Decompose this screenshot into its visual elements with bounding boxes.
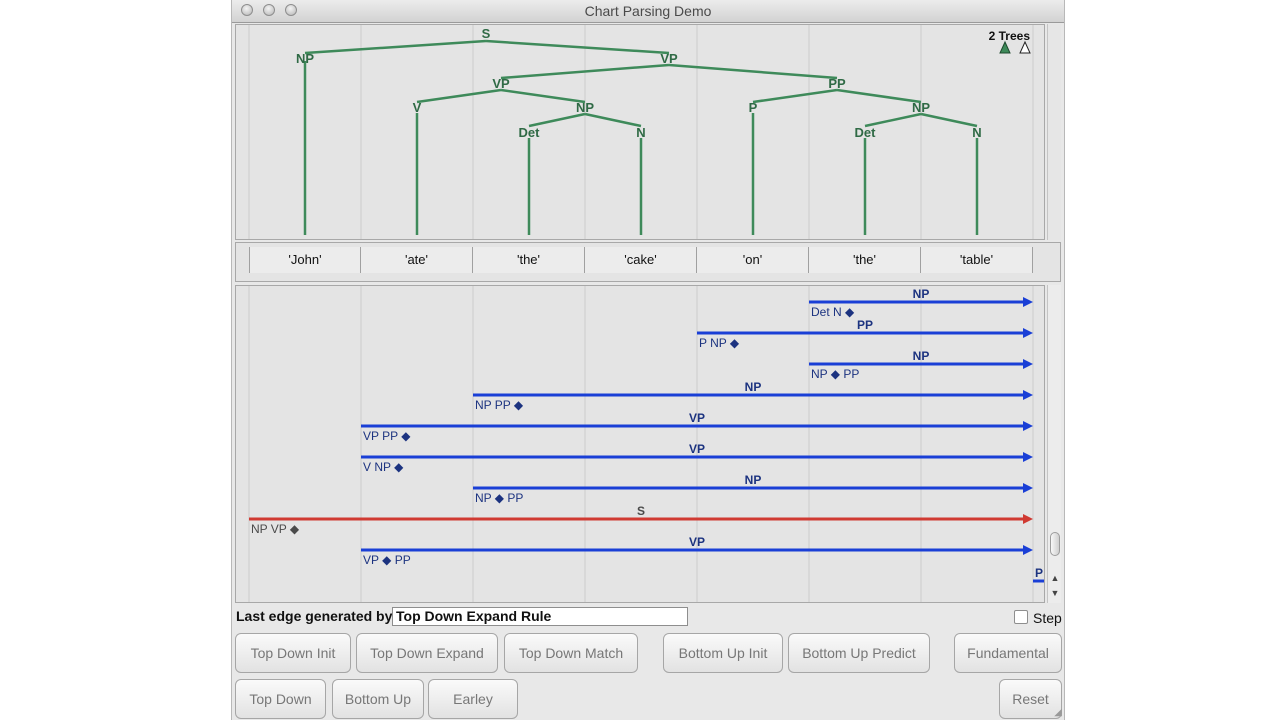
token-row: 'John''ate''the''cake''on''the''table' <box>235 242 1061 282</box>
chart-edge[interactable]: S NP VP ◆ <box>249 504 1033 536</box>
token-cell: 'the' <box>473 247 585 273</box>
edge-label: VP <box>689 411 705 425</box>
tree-count: 2 Trees <box>989 29 1031 43</box>
column-gridlines <box>248 25 1034 239</box>
chart-parsing-window: Chart Parsing Demo <box>231 0 1065 720</box>
chart-edge[interactable]: NP NP ◆ PP <box>473 473 1033 505</box>
edge-arrowhead <box>1023 483 1033 493</box>
tree-node-det[interactable]: Det <box>519 125 541 140</box>
tree-node-n[interactable]: N <box>972 125 981 140</box>
edge-rule: NP PP ◆ <box>475 398 524 412</box>
edge-arrowhead <box>1023 452 1033 462</box>
edge-label: NP <box>745 380 762 394</box>
tree-node-np[interactable]: NP <box>576 100 594 115</box>
chart-edge[interactable]: NP Det N ◆ <box>809 287 1033 319</box>
edge-label: VP <box>689 535 705 549</box>
zoom-window-button[interactable] <box>285 4 297 16</box>
tree-node-det[interactable]: Det <box>855 125 877 140</box>
step-checkbox[interactable] <box>1014 610 1028 624</box>
edge-rule: V NP ◆ <box>363 460 404 474</box>
edge-arrowhead <box>1023 545 1033 555</box>
step-label: Step <box>1033 610 1062 626</box>
edge-rule: NP VP ◆ <box>251 522 300 536</box>
token-cell: 'ate' <box>361 247 473 273</box>
chart-view-panel: NP Det N ◆ PP P NP ◆ NP NP ◆ PP NP NP PP ◆ VP VP … <box>235 285 1045 603</box>
last-edge-field[interactable]: Top Down Expand Rule <box>392 607 688 626</box>
tree-node-n[interactable]: N <box>636 125 645 140</box>
token-cell: 'table' <box>921 247 1033 273</box>
tree-node-vp[interactable]: VP <box>660 51 678 66</box>
chart-edge[interactable]: VP VP ◆ PP <box>361 535 1033 567</box>
window-title: Chart Parsing Demo <box>584 3 712 19</box>
edge-rule: NP ◆ PP <box>811 367 859 381</box>
tree-node-np[interactable]: NP <box>912 100 930 115</box>
tree-node-s[interactable]: S <box>482 26 491 41</box>
chart-view-scrollbar[interactable]: ▲ ▼ <box>1047 285 1061 603</box>
token-cell: 'the' <box>809 247 921 273</box>
title-bar[interactable]: Chart Parsing Demo <box>232 0 1064 23</box>
bottom-up-predict-button[interactable]: Bottom Up Predict <box>788 633 930 673</box>
tree-node-p[interactable]: P <box>749 100 758 115</box>
chart-edge[interactable]: VP VP PP ◆ <box>361 411 1033 443</box>
token-cell: 'John' <box>249 247 361 273</box>
fundamental-button[interactable]: Fundamental <box>954 633 1062 673</box>
edge-arrowhead <box>1023 359 1033 369</box>
edge-rule: VP PP ◆ <box>363 429 411 443</box>
edge-arrowhead <box>1023 328 1033 338</box>
tree-node-pp[interactable]: PP <box>828 76 846 91</box>
edge-arrowhead <box>1023 421 1033 431</box>
next-tree-icon[interactable] <box>1019 40 1031 54</box>
token-cell: 'cake' <box>585 247 697 273</box>
edge-label: NP <box>745 473 762 487</box>
tree-node-v[interactable]: V <box>413 100 422 115</box>
bottom-up-init-button[interactable]: Bottom Up Init <box>663 633 783 673</box>
bottom-up-button[interactable]: Bottom Up <box>332 679 424 719</box>
previous-tree-icon[interactable] <box>999 40 1011 54</box>
edge-arrowhead <box>1023 390 1033 400</box>
edge-label: PP <box>857 318 873 332</box>
tree-branches <box>303 39 979 235</box>
top-down-match-button[interactable]: Top Down Match <box>504 633 638 673</box>
tree-view-panel: S NP VP VP PP V NP P NP Det N Det N 2 Tr… <box>235 24 1045 240</box>
chart-edge[interactable]: VP V NP ◆ <box>361 442 1033 474</box>
edge-arrowhead <box>1023 297 1033 307</box>
edge-rule: Det N ◆ <box>811 305 855 319</box>
chart-edge[interactable]: NP NP PP ◆ <box>473 380 1033 412</box>
chart-edge[interactable]: NP NP ◆ PP <box>809 349 1033 381</box>
edge-label: NP <box>913 287 930 301</box>
token-cell: 'on' <box>697 247 809 273</box>
resize-grip-icon[interactable]: ◢ <box>1054 707 1062 718</box>
tree-node-np[interactable]: NP <box>296 51 314 66</box>
edge-arrowhead <box>1023 514 1033 524</box>
top-down-button[interactable]: Top Down <box>235 679 326 719</box>
edge-rule: NP ◆ PP <box>475 491 523 505</box>
partial-edge-label: P <box>1035 566 1043 580</box>
top-down-expand-button[interactable]: Top Down Expand <box>356 633 498 673</box>
tree-node-vp[interactable]: VP <box>492 76 510 91</box>
scroll-up-icon[interactable]: ▲ <box>1050 573 1060 583</box>
edge-label: S <box>637 504 645 518</box>
edge-label: VP <box>689 442 705 456</box>
chart-edge[interactable]: PP P NP ◆ <box>697 318 1033 350</box>
earley-button[interactable]: Earley <box>428 679 518 719</box>
parse-tree: S NP VP VP PP V NP P NP Det N Det N 2 Tr… <box>248 25 1034 239</box>
edge-rule: P NP ◆ <box>699 336 740 350</box>
edge-label: NP <box>913 349 930 363</box>
minimize-window-button[interactable] <box>263 4 275 16</box>
scroll-down-icon[interactable]: ▼ <box>1050 588 1060 598</box>
reset-button[interactable]: Reset <box>999 679 1062 719</box>
last-edge-label: Last edge generated by: <box>236 608 398 624</box>
scrollbar-thumb[interactable] <box>1050 532 1060 556</box>
top-down-init-button[interactable]: Top Down Init <box>235 633 351 673</box>
tree-view-scrollbar[interactable] <box>1047 24 1061 240</box>
close-window-button[interactable] <box>241 4 253 16</box>
edge-rule: VP ◆ PP <box>363 553 411 567</box>
